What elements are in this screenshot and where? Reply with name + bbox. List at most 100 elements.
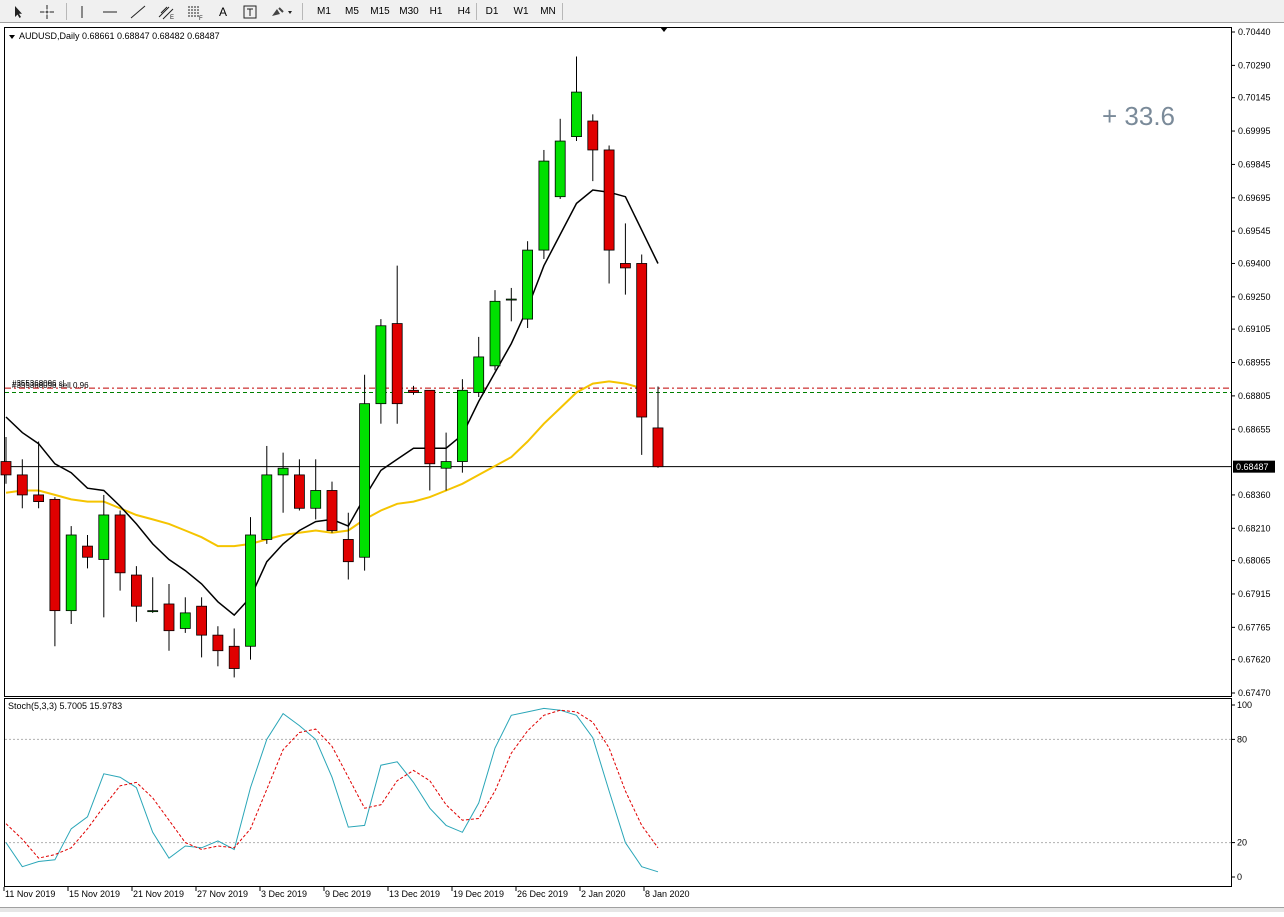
timeframe-m1-button[interactable]: M1 [317, 6, 331, 17]
candle-body [212, 634, 224, 652]
candle [359, 374, 371, 571]
stoch-tick-label: 80 [1237, 734, 1247, 744]
ma-slow-line [5, 380, 642, 548]
timeframe-d1-button[interactable]: D1 [485, 6, 499, 17]
date-tick-label: 21 Nov 2019 [133, 889, 184, 899]
candle [408, 385, 419, 395]
chart-window[interactable]: AUDUSD,Daily 0.68661 0.68847 0.68482 0.6… [0, 24, 1284, 912]
price-tick-label: 0.68065 [1238, 556, 1271, 566]
cursor-icon[interactable] [8, 2, 28, 21]
candle [196, 597, 208, 658]
candle-body [456, 389, 468, 462]
timeframe-mn-button[interactable]: MN [540, 6, 556, 17]
channel-icon[interactable]: E [156, 2, 178, 21]
candle-body [33, 494, 44, 502]
order-stoploss-label: #355368096 sl [12, 379, 65, 388]
price-tick-label: 0.68655 [1238, 424, 1271, 434]
crosshair-icon[interactable] [36, 2, 58, 21]
candle-body [505, 298, 517, 301]
candle-body [326, 490, 338, 531]
candle [293, 459, 305, 511]
candle-body [391, 323, 403, 405]
timeframe-m30-button[interactable]: M30 [399, 6, 419, 17]
current-price-tag [1233, 460, 1275, 473]
candle [554, 118, 566, 199]
chart-header: AUDUSD,Daily 0.68661 0.68847 0.68482 0.6… [19, 31, 220, 41]
price-chart-svg[interactable]: AUDUSD,Daily 0.68661 0.68847 0.68482 0.6… [0, 24, 1284, 912]
candle [163, 583, 175, 651]
candle [652, 386, 664, 468]
candle-body [408, 389, 419, 393]
price-tick-label: 0.69400 [1238, 258, 1271, 268]
candle [326, 481, 338, 533]
candle-body [571, 91, 582, 138]
candle-body [522, 249, 533, 320]
stochastic-lines [5, 707, 1231, 873]
candle-body [424, 389, 436, 465]
svg-text:E: E [170, 15, 174, 20]
candle [375, 319, 387, 424]
date-tick-label: 26 Dec 2019 [517, 889, 568, 899]
candle [98, 494, 110, 618]
candle-body [652, 427, 664, 468]
price-axis: 0.70440 0.70290 0.70145 0.69995 0.69845 0.696… [1231, 27, 1275, 698]
candle-body [538, 160, 550, 251]
price-tick-label: 0.69250 [1238, 292, 1271, 302]
vertical-line-icon[interactable] [74, 2, 90, 21]
main-chart-area [4, 27, 1232, 697]
candle [65, 526, 77, 625]
chart-tabs-bar [0, 907, 1284, 912]
price-tick-label: 0.70440 [1238, 27, 1271, 37]
candle-body [310, 490, 322, 509]
candle-body [489, 300, 501, 367]
candle-body [554, 140, 566, 198]
candle [342, 512, 354, 580]
candle [456, 379, 468, 473]
candle [538, 149, 550, 260]
price-tick-label: 0.70145 [1238, 93, 1271, 103]
candle [16, 459, 28, 509]
text-label-icon[interactable] [240, 2, 260, 21]
date-tick-label: 8 Jan 2020 [645, 889, 690, 899]
date-tick-label: 2 Jan 2020 [581, 889, 626, 899]
candle-body [620, 263, 631, 269]
order-lines [5, 387, 1231, 468]
candle [33, 441, 44, 509]
text-icon[interactable]: A [218, 4, 227, 19]
trendline-icon[interactable] [128, 2, 148, 21]
date-tick-label: 3 Dec 2019 [261, 889, 307, 899]
timeframe-h4-button[interactable]: H4 [457, 6, 471, 17]
candle-body [114, 514, 126, 574]
stochastic-axis: 100 80 20 0 [1231, 700, 1252, 882]
chart-shift-marker [660, 27, 668, 32]
date-tick-label: 27 Nov 2019 [197, 889, 248, 899]
candle [261, 445, 273, 544]
symbol-dropdown-icon[interactable] [9, 35, 15, 39]
stochastic-panel [4, 698, 1232, 887]
date-tick-label: 15 Nov 2019 [69, 889, 120, 899]
candle-body [163, 603, 175, 632]
timeframe-m15-button[interactable]: M15 [370, 6, 390, 17]
timeframe-m5-button[interactable]: M5 [345, 6, 359, 17]
stochastic-main-line [5, 707, 659, 873]
candle-body [636, 263, 648, 418]
timeframe-w1-button[interactable]: W1 [513, 6, 529, 17]
shapes-icon[interactable] [268, 2, 296, 21]
stoch-tick-label: 20 [1237, 838, 1247, 848]
candle-body [261, 474, 273, 540]
candle-body [293, 474, 305, 509]
candle [489, 290, 501, 371]
price-tick-label: 0.69845 [1238, 159, 1271, 169]
candle [587, 114, 599, 182]
timeframe-h1-button[interactable]: H1 [429, 6, 443, 17]
stochastic-signal-line [5, 709, 659, 859]
price-tick-label: 0.68210 [1238, 523, 1271, 533]
horizontal-line-icon[interactable] [100, 2, 120, 21]
candle [179, 597, 191, 633]
candle [49, 497, 61, 647]
candle-body [179, 612, 191, 629]
candle [620, 223, 631, 295]
date-tick-label: 9 Dec 2019 [325, 889, 371, 899]
fibonacci-icon[interactable]: F [184, 2, 206, 21]
candle-body [245, 534, 256, 647]
